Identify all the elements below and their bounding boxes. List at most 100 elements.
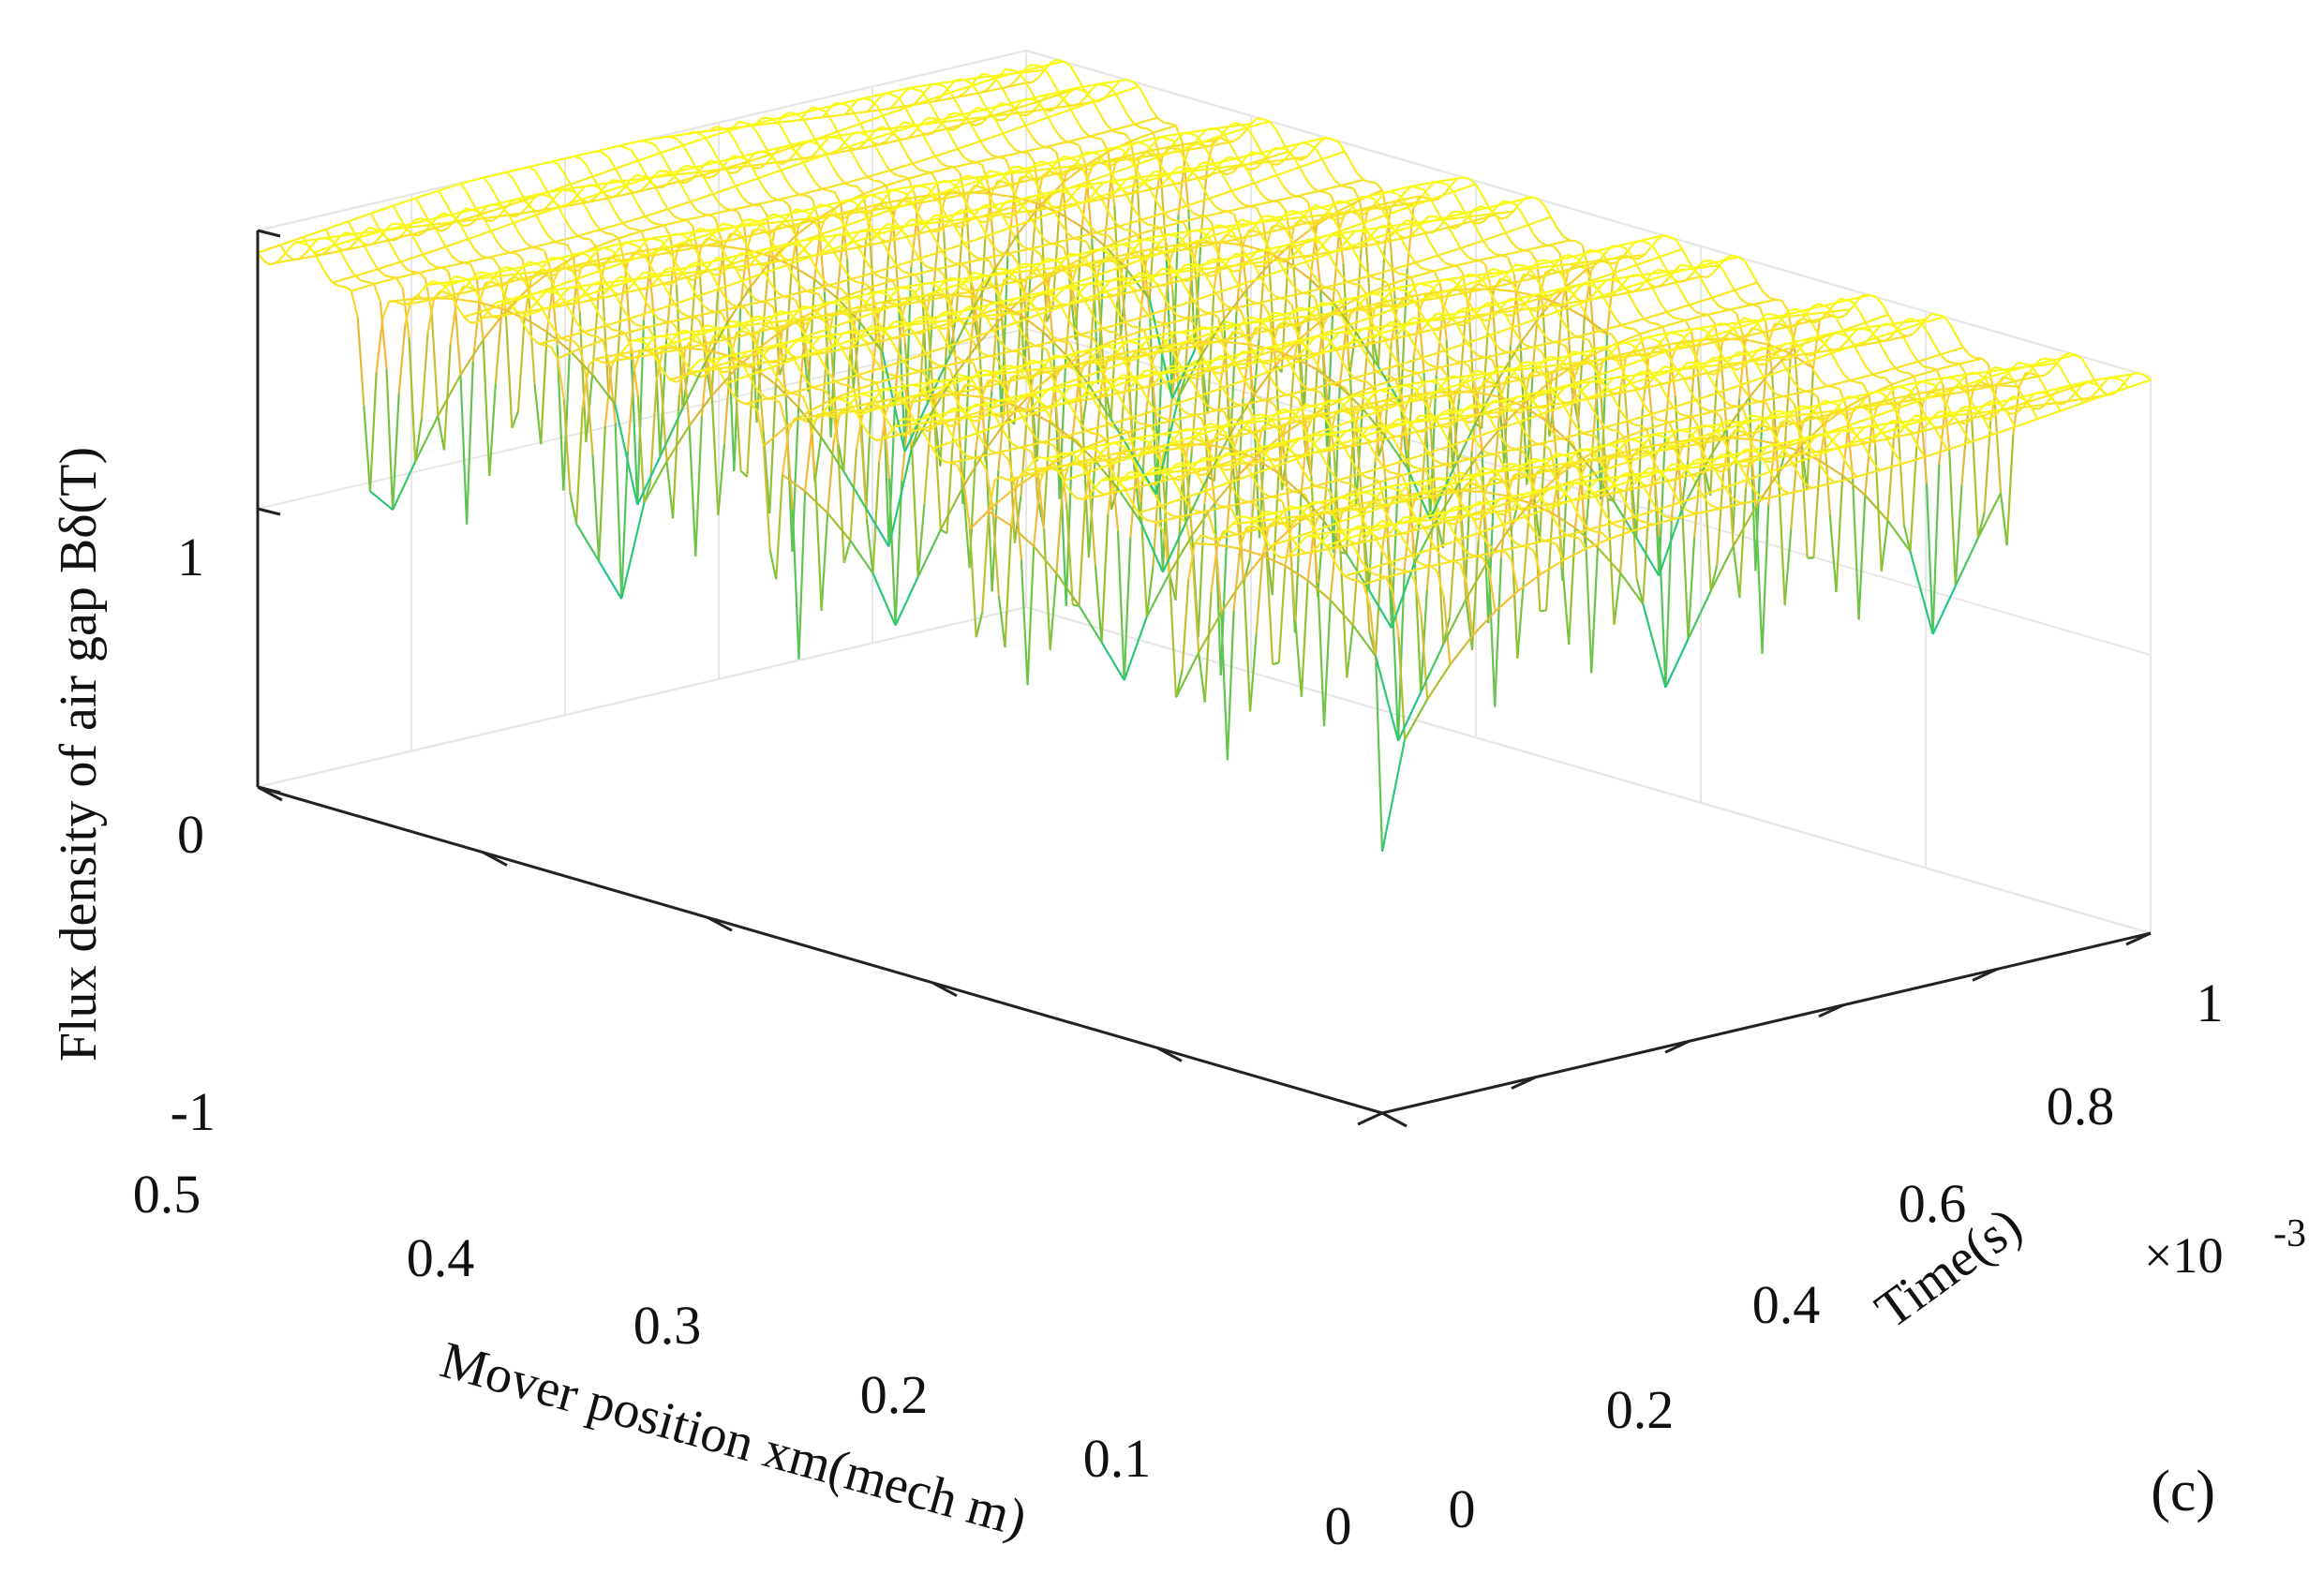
mesh-segment [1184, 275, 1193, 379]
mesh-segment [1524, 432, 1533, 442]
mesh-segment [588, 238, 598, 248]
mesh-segment [1556, 227, 1565, 237]
mesh-segment [1838, 314, 1845, 319]
mesh-segment [1105, 123, 1113, 131]
mesh-segment [714, 273, 722, 276]
mesh-segment [1309, 369, 1318, 475]
mesh-segment [1140, 218, 1149, 226]
mesh-segment [1338, 328, 1348, 387]
mesh-segment [1139, 272, 1146, 276]
mesh-segment [1143, 142, 1152, 149]
mesh-segment [1133, 165, 1141, 178]
mesh-segment [1108, 234, 1116, 245]
mesh-segment [1134, 293, 1143, 306]
mesh-segment [1086, 91, 1095, 103]
mesh-segment [773, 158, 782, 171]
mesh-segment [1057, 94, 1065, 100]
mesh-segment [1846, 335, 1855, 347]
mesh-segment [1550, 216, 1558, 229]
mesh-segment [676, 138, 684, 146]
mesh-segment [894, 320, 901, 323]
mesh-segment [1134, 341, 1142, 347]
mesh-segment [1948, 448, 1957, 587]
mesh-segment [534, 170, 543, 182]
mesh-segment [1229, 144, 1239, 157]
mesh-segment [1121, 148, 1129, 156]
mesh-segment [1050, 58, 1058, 64]
mesh-segment [1072, 141, 1080, 147]
mesh-segment [1720, 468, 1727, 473]
mesh-segment [899, 227, 908, 238]
mesh-segment [1530, 366, 1540, 376]
mesh-segment [1711, 465, 1721, 477]
mesh-segment [1507, 257, 1516, 276]
mesh-segment [1366, 476, 1374, 480]
mesh-segment [2076, 392, 2084, 404]
mesh-segment [1791, 379, 1800, 389]
mesh-segment [1737, 339, 1747, 399]
mesh-segment [1911, 351, 1919, 363]
mesh-segment [1338, 234, 1346, 239]
mesh-segment [994, 77, 1004, 89]
mesh-segment [1821, 467, 1829, 478]
mesh-segment [1666, 480, 1675, 493]
mesh-segment [1894, 408, 1902, 422]
mesh-segment [1395, 230, 1404, 243]
mesh-segment [538, 247, 545, 252]
mesh-segment [1680, 263, 1688, 267]
mesh-segment [1912, 326, 1921, 334]
mesh-segment [1658, 256, 1667, 269]
mesh-segment [1559, 253, 1568, 260]
mesh-segment [1484, 318, 1492, 322]
mesh-segment [1543, 355, 1552, 362]
mesh-segment [734, 140, 742, 153]
mesh-segment [927, 186, 936, 196]
mesh-segment [1127, 199, 1137, 212]
mesh-segment [1201, 186, 1211, 200]
mesh-segment [663, 224, 672, 237]
mesh-segment [1725, 254, 1733, 260]
mesh-segment [1282, 185, 1290, 195]
mesh-segment [883, 292, 890, 297]
mesh-segment [1888, 442, 1897, 456]
mesh-segment [1727, 278, 1736, 291]
mesh-segment [1616, 429, 1626, 438]
mesh-segment [1595, 530, 1602, 534]
mesh-segment [547, 235, 556, 244]
mesh-segment [1184, 262, 1191, 267]
mesh-segment [1270, 311, 1277, 316]
mesh-segment [2042, 383, 2050, 396]
mesh-segment [827, 189, 835, 193]
mesh-segment [654, 186, 663, 200]
mesh-segment [1543, 205, 1552, 218]
mesh-segment [2098, 385, 2107, 396]
mesh-segment [1109, 85, 1117, 96]
mesh-segment [1247, 316, 1255, 319]
mesh-segment [1614, 317, 1623, 326]
mesh-segment [1167, 173, 1175, 186]
mesh-segment [1622, 275, 1631, 285]
mesh-segment [1768, 386, 1778, 395]
mesh-segment [761, 116, 768, 120]
mesh-segment [1801, 349, 1810, 363]
mesh-segment [1340, 359, 1349, 372]
mesh-segment [1731, 428, 1739, 437]
mesh-segment [1244, 294, 1252, 303]
mesh-segment [1575, 240, 1583, 245]
mesh-segment [982, 72, 991, 77]
mesh-segment [953, 166, 961, 174]
mesh-segment [1752, 489, 1762, 497]
mesh-segment [1987, 364, 1996, 396]
mesh-segment [1940, 438, 1948, 451]
mesh-segment [1363, 351, 1372, 364]
mesh-segment [1512, 202, 1521, 213]
mesh-segment [1317, 321, 1326, 334]
mesh-segment [505, 171, 514, 179]
mesh-segment [847, 146, 857, 159]
mesh-segment [883, 160, 891, 171]
mesh-segment [1323, 190, 1332, 196]
mesh-segment [1421, 267, 1428, 271]
mesh-segment [1505, 315, 1513, 329]
mesh-segment [1521, 213, 1529, 226]
mesh-segment [1904, 387, 1912, 393]
